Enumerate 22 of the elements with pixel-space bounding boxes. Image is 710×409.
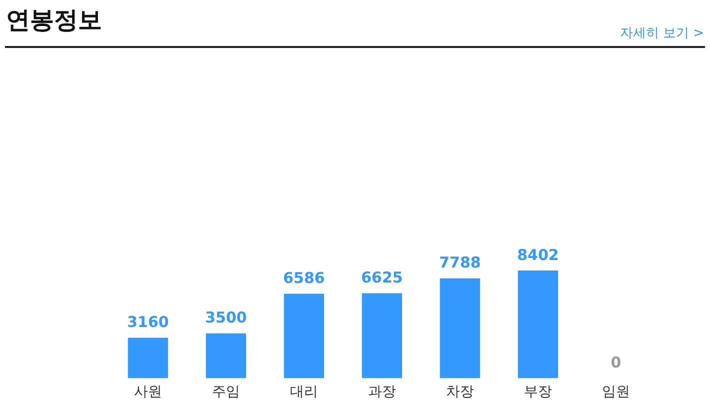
data-label: 0: [610, 354, 622, 372]
x-tick-label: 주임: [212, 384, 240, 400]
data-label: 7788: [439, 254, 481, 272]
bar: [206, 333, 246, 378]
data-label: 6586: [283, 269, 325, 288]
data-label: 6625: [361, 268, 403, 287]
data-label: 8402: [517, 246, 559, 264]
x-tick-label: 대리: [290, 384, 318, 400]
data-label: 3500: [205, 308, 247, 327]
bar: [128, 338, 168, 378]
x-tick-label: 차장: [446, 384, 474, 400]
bar: [440, 278, 480, 378]
data-label: 3160: [127, 313, 169, 332]
chart-title: 연봉정보: [6, 5, 102, 36]
x-tick-label: 과장: [368, 384, 396, 400]
x-tick-label: 사원: [134, 384, 162, 400]
bar: [284, 294, 324, 378]
x-tick-label: 임원: [602, 384, 630, 400]
x-tick-label: 부장: [524, 384, 552, 400]
bar: [518, 270, 558, 378]
bar: [362, 293, 402, 378]
text: 자세히 보기 >: [620, 25, 704, 42]
